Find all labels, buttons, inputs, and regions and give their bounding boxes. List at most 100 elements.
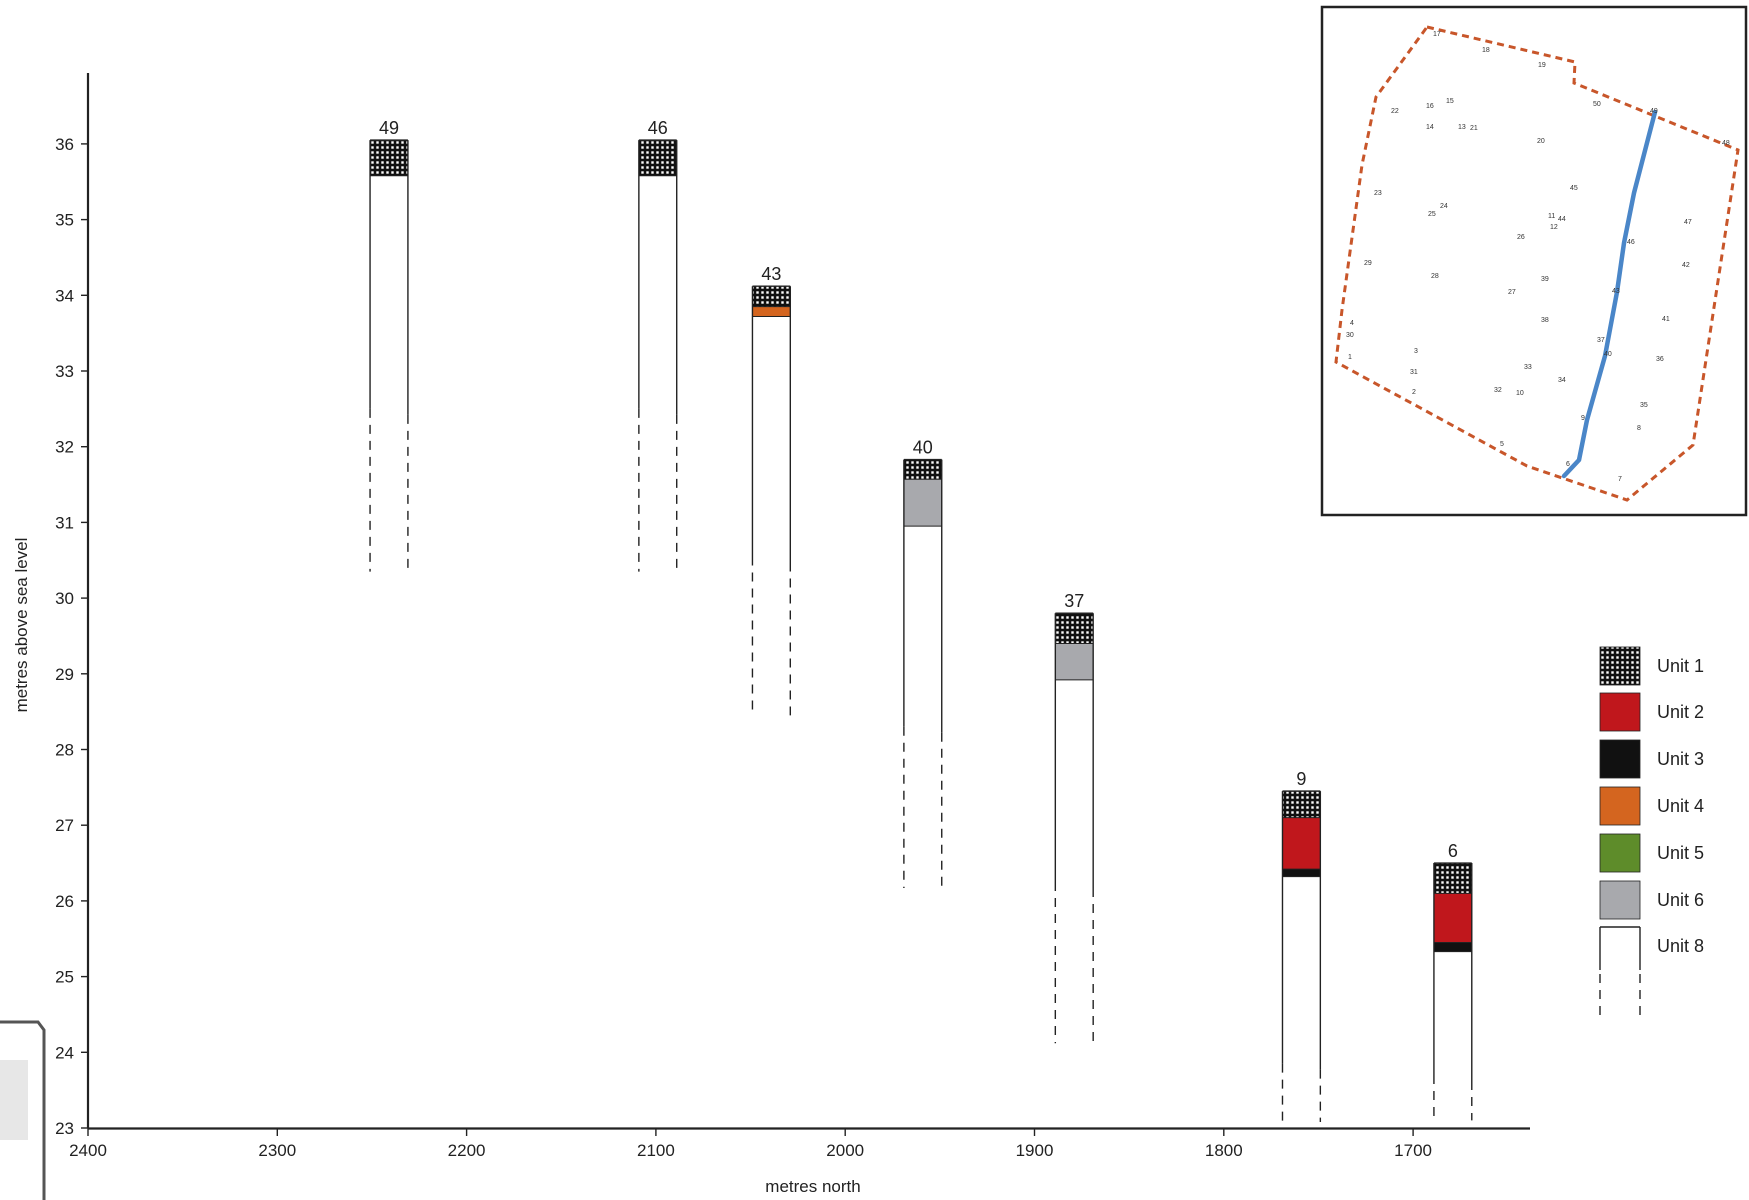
- map-point-label: 30: [1346, 332, 1354, 339]
- y-tick-label: 33: [55, 362, 74, 381]
- map-point-label: 24: [1440, 203, 1448, 210]
- legend-item-unit-2: Unit 2: [1599, 692, 1704, 732]
- map-point-label: 10: [1516, 390, 1524, 397]
- legend-swatch: [1599, 646, 1641, 686]
- survey-boundary: [1334, 25, 1740, 502]
- core-layer-unit-2: [1282, 817, 1321, 870]
- map-point-label: 8: [1637, 425, 1641, 432]
- core-layer-unit-1: [370, 140, 408, 176]
- y-tick-label: 24: [55, 1043, 74, 1062]
- map-point-label: 29: [1364, 260, 1372, 267]
- transect-line: [1561, 109, 1658, 479]
- y-tick-label: 27: [55, 816, 74, 835]
- x-tick-label: 2300: [258, 1141, 296, 1160]
- core-layer-unit-3: [1433, 942, 1472, 952]
- legend-item-unit-8: Unit 8: [1599, 926, 1704, 1020]
- core-46: 46: [638, 118, 678, 572]
- x-tick-label: 1800: [1205, 1141, 1243, 1160]
- y-tick-label: 35: [55, 211, 74, 230]
- map-point-label: 39: [1541, 276, 1549, 283]
- core-layer-unit-1: [1282, 791, 1321, 818]
- legend-swatch: [1599, 880, 1641, 920]
- y-tick-label: 32: [55, 438, 74, 457]
- y-tick-label: 23: [55, 1119, 74, 1138]
- legend-item-unit-5: Unit 5: [1599, 833, 1704, 873]
- map-point-label: 20: [1537, 138, 1545, 145]
- core-layer-unit-8: [638, 175, 677, 409]
- core-label: 49: [379, 118, 399, 138]
- legend-swatch: [1599, 786, 1641, 826]
- core-label: 37: [1064, 591, 1084, 611]
- legend-label: Unit 4: [1657, 796, 1704, 816]
- legend-swatch: [1599, 692, 1641, 732]
- map-point-label: 35: [1640, 402, 1648, 409]
- map-point-label: 25: [1428, 211, 1436, 218]
- core-49: 49: [369, 118, 409, 572]
- legend-label: Unit 2: [1657, 702, 1704, 722]
- legend-label: Unit 1: [1657, 656, 1704, 676]
- map-point-label: 1: [1348, 354, 1352, 361]
- map-point-label: 41: [1662, 316, 1670, 323]
- y-tick-label: 26: [55, 892, 74, 911]
- stamp-smudge: [0, 1060, 28, 1140]
- core-layer-unit-1: [1055, 613, 1094, 644]
- map-point-label: 43: [1612, 288, 1620, 295]
- map-point-label: 14: [1426, 124, 1434, 131]
- core-layer-unit-8: [1055, 679, 1094, 882]
- map-point-label: 38: [1541, 317, 1549, 324]
- map-point-label: 3: [1414, 348, 1418, 355]
- core-37: 37: [1054, 591, 1094, 1044]
- map-point-label: 19: [1538, 62, 1546, 69]
- map-point-label: 49: [1650, 108, 1658, 115]
- core-43: 43: [751, 264, 792, 716]
- core-label: 40: [913, 438, 933, 458]
- map-point-label: 33: [1524, 364, 1532, 371]
- map-point-label: 12: [1550, 224, 1558, 231]
- map-point-label: 17: [1433, 31, 1441, 38]
- core-label: 46: [648, 118, 668, 138]
- map-point-label: 5: [1500, 441, 1504, 448]
- x-tick-label: 2200: [448, 1141, 486, 1160]
- map-point-label: 45: [1570, 185, 1578, 192]
- core-40: 40: [903, 438, 943, 889]
- map-point-label: 2: [1412, 389, 1416, 396]
- map-point-label: 22: [1391, 108, 1399, 115]
- core-layer-unit-1: [1433, 863, 1472, 894]
- y-tick-label: 29: [55, 665, 74, 684]
- legend-label: Unit 6: [1657, 890, 1704, 910]
- legend-label: Unit 3: [1657, 749, 1704, 769]
- core-label: 43: [761, 264, 781, 284]
- x-tick-label: 2100: [637, 1141, 675, 1160]
- map-point-label: 48: [1722, 140, 1730, 147]
- map-point-label: 27: [1508, 289, 1516, 296]
- legend-item-unit-3: Unit 3: [1599, 739, 1704, 779]
- map-point-label: 36: [1656, 356, 1664, 363]
- map-point-label: 6: [1566, 461, 1570, 468]
- map-point-label: 42: [1682, 262, 1690, 269]
- y-tick-label: 34: [55, 286, 74, 305]
- map-point-label: 21: [1470, 125, 1478, 132]
- map-point-label: 15: [1446, 98, 1454, 105]
- map-point-label: 11: [1548, 213, 1555, 220]
- core-6: 6: [1433, 841, 1473, 1121]
- x-tick-label: 1900: [1016, 1141, 1054, 1160]
- map-point-label: 46: [1627, 239, 1635, 246]
- y-tick-label: 36: [55, 135, 74, 154]
- legend-swatch: [1599, 739, 1641, 779]
- map-point-label: 31: [1410, 369, 1418, 376]
- core-layer-unit-8: [903, 526, 942, 727]
- map-point-label: 34: [1558, 377, 1566, 384]
- y-tick-label: 25: [55, 968, 74, 987]
- map-point-label: 47: [1684, 219, 1692, 226]
- map-point-label: 50: [1593, 101, 1601, 108]
- core-label: 9: [1296, 769, 1306, 789]
- map-point-label: 18: [1482, 47, 1490, 54]
- map-point-label: 13: [1458, 124, 1466, 131]
- map-point-label: 23: [1374, 190, 1382, 197]
- map-point-label: 4: [1350, 320, 1354, 327]
- map-point-label: 26: [1517, 234, 1525, 241]
- legend-item-unit-6: Unit 6: [1599, 880, 1704, 920]
- core-layer-unit-3: [1282, 869, 1321, 877]
